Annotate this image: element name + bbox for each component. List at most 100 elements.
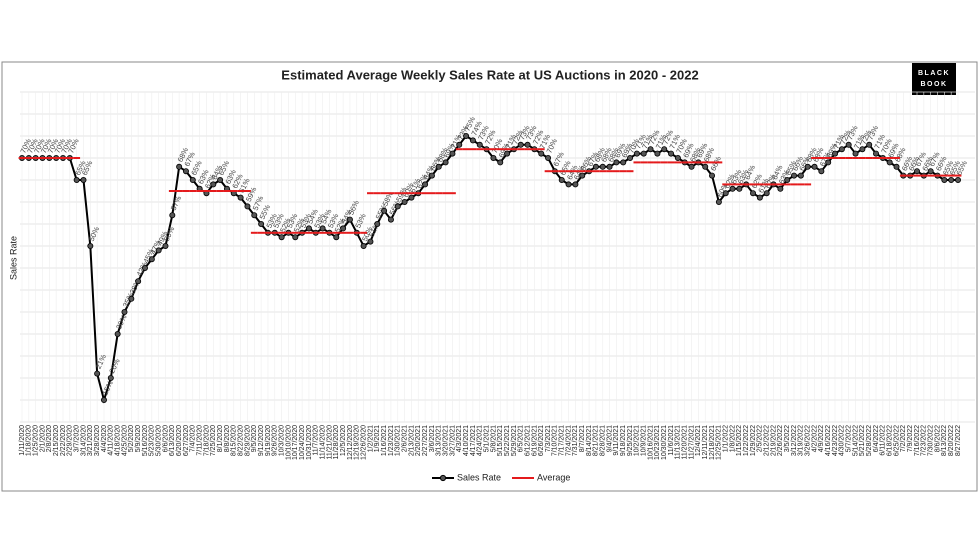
x-tick-label: 11/27/2021 <box>688 425 695 460</box>
x-tick-label: 11/14/2020 <box>319 425 326 460</box>
sales-rate-marker <box>114 330 121 337</box>
sales-rate-marker <box>333 234 340 241</box>
x-tick-label: 7/4/2020 <box>190 425 197 452</box>
x-tick-label: 1/16/2021 <box>381 425 388 456</box>
sales-rate-marker <box>251 212 258 219</box>
brand-logo <box>912 63 956 95</box>
x-tick-label: 1/11/2020 <box>19 425 26 456</box>
x-tick-label: 6/13/2020 <box>169 425 176 456</box>
sales-rate-marker <box>162 242 169 249</box>
x-tick-label: 5/28/2022 <box>866 425 873 456</box>
x-tick-label: 6/4/2022 <box>873 425 880 452</box>
sales-rate-marker <box>941 176 948 183</box>
x-tick-label: 5/30/2020 <box>155 425 162 456</box>
sales-rate-marker <box>661 146 668 153</box>
sales-rate-marker <box>442 159 449 166</box>
sales-rate-marker <box>80 176 87 183</box>
x-tick-label: 7/2/2022 <box>900 425 907 452</box>
sales-rate-marker <box>73 176 80 183</box>
sales-rate-marker <box>381 207 388 214</box>
x-tick-label: 3/28/2020 <box>94 425 101 456</box>
sales-rate-marker <box>873 150 880 157</box>
x-tick-label: 10/16/2021 <box>647 425 654 460</box>
sales-rate-marker <box>517 141 524 148</box>
x-tick-label: 8/1/2020 <box>217 425 224 452</box>
sales-rate-marker <box>107 374 114 381</box>
x-tick-label: 6/5/2021 <box>518 425 525 452</box>
sales-rate-marker <box>852 150 859 157</box>
sales-rate-marker <box>100 396 107 403</box>
sales-rate-marker <box>176 163 183 170</box>
sales-rate-marker <box>702 163 709 170</box>
x-tick-label: 7/24/2021 <box>565 425 572 456</box>
x-tick-label: 3/20/2021 <box>442 425 449 456</box>
x-tick-label: 8/29/2020 <box>244 425 251 456</box>
x-tick-label: 5/29/2021 <box>511 425 518 456</box>
x-tick-label: 6/20/2020 <box>176 425 183 456</box>
x-tick-label: 12/19/2020 <box>354 425 361 460</box>
x-tick-label: 4/3/2021 <box>456 425 463 452</box>
x-tick-label: 6/12/2021 <box>524 425 531 456</box>
sales-rate-marker <box>428 172 435 179</box>
sales-rate-marker <box>866 141 873 148</box>
sales-rate-marker <box>811 163 818 170</box>
x-tick-label: 5/21/2022 <box>859 425 866 456</box>
sales-rate-marker <box>804 163 811 170</box>
x-tick-label: 11/20/2021 <box>682 425 689 460</box>
x-tick-label: 12/18/2021 <box>709 425 716 460</box>
x-tick-label: 5/2/2020 <box>128 425 135 452</box>
sales-rate-marker <box>633 150 640 157</box>
sales-rate-marker <box>305 225 312 232</box>
x-tick-label: 7/30/2022 <box>928 425 935 456</box>
sales-rate-marker <box>141 264 148 271</box>
sales-rate-marker <box>408 194 415 201</box>
sales-rate-marker <box>524 141 531 148</box>
x-tick-label: 5/16/2020 <box>142 425 149 456</box>
x-tick-label: 8/14/2021 <box>586 425 593 456</box>
sales-rate-marker <box>319 225 326 232</box>
sales-rate-marker <box>538 150 545 157</box>
x-tick-label: 8/7/2021 <box>579 425 586 452</box>
sales-rate-marker <box>955 176 962 183</box>
x-tick-label: 3/12/2022 <box>791 425 798 456</box>
sales-rate-marker <box>135 278 142 285</box>
x-tick-label: 10/23/2021 <box>654 425 661 460</box>
x-tick-label: 5/7/2022 <box>846 425 853 452</box>
sales-rate-marker <box>128 295 135 302</box>
sales-rate-marker <box>182 168 189 175</box>
x-tick-label: 3/19/2022 <box>798 425 805 456</box>
sales-rate-marker <box>346 216 353 223</box>
sales-rate-marker <box>449 150 456 157</box>
x-tick-label: 4/9/2022 <box>818 425 825 452</box>
x-tick-label: 4/16/2022 <box>825 425 832 456</box>
x-tick-label: 2/19/2022 <box>770 425 777 456</box>
x-tick-label: 7/31/2021 <box>572 425 579 456</box>
sales-rate-marker <box>292 234 299 241</box>
x-tick-label: 2/12/2022 <box>764 425 771 456</box>
x-tick-label: 2/15/2020 <box>53 425 60 456</box>
x-tick-label: 8/20/2022 <box>948 425 955 456</box>
sales-rate-marker <box>476 141 483 148</box>
x-tick-label: 9/26/2020 <box>272 425 279 456</box>
sales-rate-marker <box>927 168 934 175</box>
sales-rate-marker <box>750 190 757 197</box>
sales-rate-marker <box>387 216 394 223</box>
sales-rate-marker <box>886 159 893 166</box>
sales-rate-marker <box>893 163 900 170</box>
sales-rate-marker <box>579 172 586 179</box>
x-tick-label: 1/22/2022 <box>743 425 750 456</box>
x-tick-label: 2/6/2021 <box>401 425 408 452</box>
sales-rate-marker <box>763 190 770 197</box>
x-tick-label: 12/5/2020 <box>340 425 347 456</box>
x-tick-label: 3/26/2022 <box>805 425 812 456</box>
x-tick-label: 5/22/2021 <box>504 425 511 456</box>
x-tick-label: 6/25/2022 <box>893 425 900 456</box>
sales-rate-marker <box>558 176 565 183</box>
x-tick-label: 9/4/2021 <box>606 425 613 452</box>
sales-rate-marker <box>825 159 832 166</box>
sales-rate-marker <box>148 256 155 263</box>
x-tick-label: 5/1/2021 <box>483 425 490 452</box>
sales-rate-marker <box>422 181 429 188</box>
sales-rate-marker <box>592 163 599 170</box>
x-tick-label: 12/4/2021 <box>695 425 702 456</box>
